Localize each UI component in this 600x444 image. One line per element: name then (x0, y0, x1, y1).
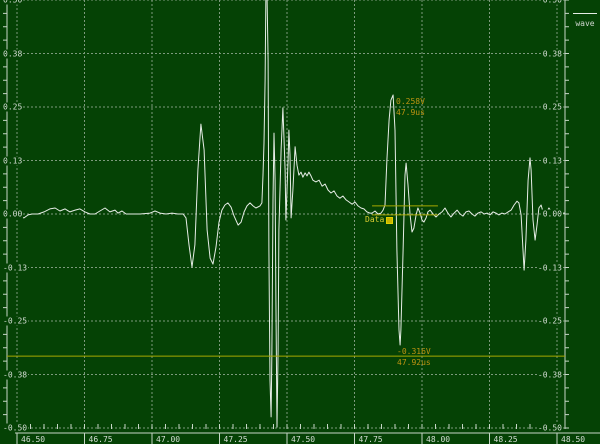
x-tick-label: 46.50 (21, 435, 46, 444)
x-tick-label: 47.00 (156, 435, 181, 444)
legend[interactable]: wave (571, 10, 599, 32)
cursor-annotation-top[interactable]: 0.258V 47.9us (396, 96, 425, 118)
cursor-voltage-readout: -0.316V (397, 347, 431, 356)
waveform-trace (7, 0, 565, 428)
y-tick-label-left: 0.00 (2, 209, 24, 219)
x-tick-label: 48.00 (426, 435, 451, 444)
y-tick-label-right: 0.00 (541, 209, 563, 219)
y-tick-label-right: -0.25 (536, 316, 563, 326)
cursor-annotation-bottom[interactable]: -0.316V 47.92us (397, 346, 431, 368)
y-tick-label-right: 0.25 (541, 102, 563, 112)
cursor-time-readout: 47.9us (396, 108, 425, 117)
y-tick-label-left: -0.38 (2, 370, 29, 379)
cursor-name-label[interactable]: Data (365, 215, 394, 225)
cursor-name-text: Data (365, 215, 385, 224)
y-tick-label-left: 0.38 (2, 49, 24, 58)
y-tick-label-left: -0.25 (2, 316, 29, 326)
legend-line-sample (573, 13, 597, 14)
cursor-voltage-readout: 0.258V (396, 97, 425, 106)
cursor-time-readout: 47.92us (397, 358, 431, 367)
y-tick-label-left: 0.50 (2, 0, 24, 5)
x-tick-label: 47.25 (223, 435, 248, 444)
x-tick-label: 48.50 (561, 435, 586, 444)
y-tick-label-left: -0.13 (2, 263, 29, 272)
y-tick-label-right: -0.38 (536, 370, 563, 379)
y-tick-label-right: 0.13 (541, 156, 563, 165)
y-tick-label-right: -0.13 (536, 263, 563, 272)
y-tick-label-left: -0.50 (2, 423, 29, 433)
y-tick-label-left: 0.13 (2, 156, 24, 165)
legend-label[interactable]: wave (575, 19, 595, 28)
cursor-marker-box (386, 216, 394, 224)
y-tick-label-right: 0.38 (541, 49, 563, 58)
x-tick-label: 46.75 (88, 435, 113, 444)
x-tick-label: 47.50 (291, 435, 316, 444)
x-tick-label: 48.25 (493, 435, 518, 444)
x-tick-label: 47.75 (358, 435, 383, 444)
y-tick-label-right: 0.50 (541, 0, 563, 5)
y-tick-label-right: -0.50 (536, 423, 563, 433)
y-tick-label-left: 0.25 (2, 102, 24, 112)
